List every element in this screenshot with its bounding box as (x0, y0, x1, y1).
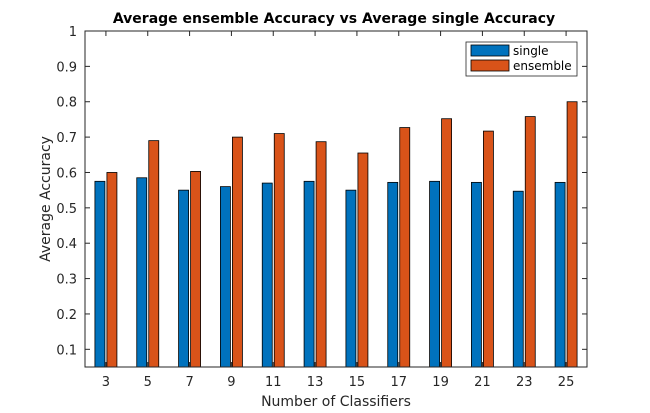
legend-swatch-single (470, 44, 510, 57)
x-tick-label: 25 (558, 375, 575, 390)
bar-single-15 (345, 189, 357, 368)
bar-single-3 (94, 180, 106, 368)
bar-ensemble-23 (524, 116, 536, 368)
bar-ensemble-7 (190, 171, 201, 368)
bar-single-17 (387, 181, 399, 368)
y-tick-label: 0.5 (56, 202, 77, 217)
y-tick-label: 0.8 (56, 96, 77, 111)
legend-label-single: single (513, 44, 549, 58)
x-tick-label: 19 (432, 375, 449, 390)
bar-ensemble-19 (441, 118, 452, 368)
y-tick-label: 0.6 (56, 166, 77, 181)
x-tick-label: 21 (474, 375, 491, 390)
y-tick-label: 0.1 (56, 343, 77, 358)
plot-area (85, 31, 587, 367)
y-tick-label: 0.3 (56, 273, 77, 288)
axes-box (84, 30, 588, 368)
bar-single-11 (261, 182, 273, 368)
x-tick-label: 3 (102, 375, 110, 390)
bar-single-23 (512, 190, 524, 368)
x-tick-label: 23 (516, 375, 533, 390)
x-tick-label: 15 (349, 375, 366, 390)
y-axis-title: Average Accuracy (38, 136, 54, 262)
x-tick-label: 11 (265, 375, 282, 390)
legend-swatch-ensemble (470, 59, 510, 72)
bar-ensemble-9 (232, 136, 243, 368)
y-tick-label: 1 (69, 25, 77, 40)
bars-group (94, 101, 578, 368)
y-tick-label: 0.9 (56, 60, 77, 75)
x-tick-label: 7 (185, 375, 193, 390)
x-tick-label: 5 (144, 375, 152, 390)
bar-single-25 (554, 181, 566, 368)
bar-ensemble-21 (483, 130, 494, 368)
chart-title: Average ensemble Accuracy vs Average sin… (113, 11, 555, 27)
x-tick-label: 9 (227, 375, 235, 390)
legend-label-ensemble: ensemble (513, 59, 572, 73)
bar-single-19 (429, 180, 440, 368)
bar-single-7 (178, 189, 189, 368)
bar-ensemble-25 (566, 101, 578, 368)
y-tick-label: 0.7 (56, 131, 77, 146)
bar-single-5 (136, 177, 148, 368)
y-tick-label: 0.4 (56, 237, 77, 252)
x-axis-title: Number of Classifiers (261, 394, 411, 410)
bar-ensemble-15 (357, 152, 369, 368)
bar-single-21 (471, 181, 482, 368)
bar-single-13 (303, 180, 315, 368)
x-tick-label: 17 (390, 375, 407, 390)
bar-ensemble-13 (315, 141, 327, 368)
y-tick-label: 0.2 (56, 308, 77, 323)
bar-ensemble-17 (399, 127, 411, 368)
axes-group: 0.10.20.30.40.50.60.70.80.913 5 7 9 11 13 15 17… (56, 25, 588, 390)
x-tick-label: 13 (307, 375, 324, 390)
bar-single-9 (220, 186, 231, 368)
bar-ensemble-3 (106, 172, 118, 368)
bar-ensemble-5 (148, 140, 160, 368)
bar-ensemble-11 (273, 133, 285, 368)
